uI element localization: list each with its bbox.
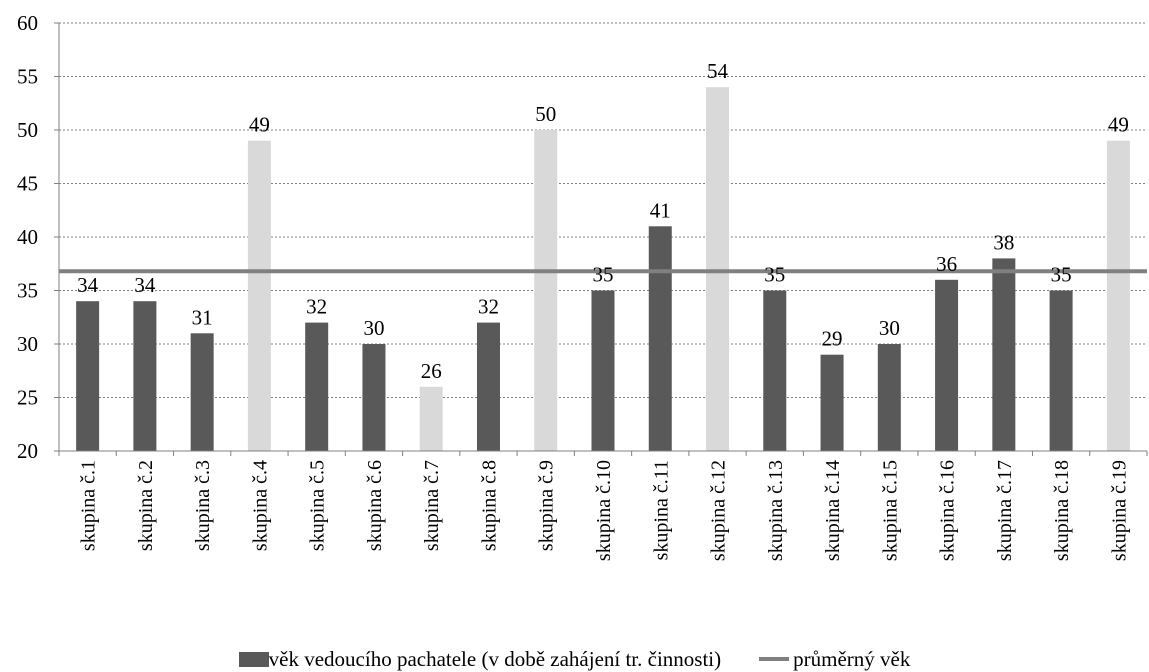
legend-swatch-line [759,657,790,661]
axes [54,22,1148,456]
bar [419,386,443,451]
bar [648,226,672,451]
bar [247,140,271,451]
bar [763,290,787,451]
y-tick-label: 30 [17,332,38,356]
data-label: 34 [77,273,99,297]
bar [305,322,329,451]
legend-item-line: průměrný věk [759,647,910,672]
x-tick-label: skupina č.12 [708,460,730,561]
x-tick-label: skupina č.2 [135,460,157,551]
x-tick-label: skupina č.11 [650,460,672,560]
x-tick-label: skupina č.18 [1051,460,1073,561]
data-label: 35 [1051,263,1072,287]
y-tick-label: 60 [17,11,38,35]
bar [591,290,615,451]
data-label: 49 [1108,113,1129,137]
bar [133,301,157,451]
data-label: 35 [593,263,614,287]
y-tick-label: 50 [17,118,38,142]
bar [76,301,100,451]
data-label: 41 [650,198,671,222]
bar-chart: 20 25 30 35 40 45 50 55 60 34 34 31 49 32 30 26 32 50 35 4… [17,11,1148,561]
x-tick-label: skupina č.13 [765,460,787,561]
data-label: 50 [535,102,556,126]
data-label: 38 [993,230,1014,254]
x-tick-label: skupina č.9 [536,460,558,551]
y-tick-label: 40 [17,225,38,249]
x-tick-label: skupina č.4 [249,460,271,551]
data-label: 30 [879,316,900,340]
bar [706,87,730,451]
data-label: 49 [249,113,270,137]
y-tick-label: 55 [17,65,38,89]
data-label: 54 [707,59,729,83]
data-label: 29 [822,327,843,351]
bar [190,333,214,451]
x-tick-label: skupina č.10 [593,460,615,561]
bar [992,258,1016,451]
bar [362,344,386,451]
x-tick-label: skupina č.3 [192,460,214,551]
legend: věk vedoucího pachatele (v době zahájení… [0,646,1149,672]
legend-item-bars: věk vedoucího pachatele (v době zahájení… [238,646,722,672]
bars [76,87,1130,451]
x-tick-label: skupina č.17 [994,460,1016,561]
bar [877,344,901,451]
x-tick-label: skupina č.7 [421,460,443,551]
data-label: 34 [134,273,156,297]
x-tick-label: skupina č.19 [1108,460,1130,561]
data-label: 35 [764,263,785,287]
x-axis-labels: skupina č.1 skupina č.2 skupina č.3 skupina… [78,460,1131,561]
y-tick-label: 25 [17,386,38,410]
x-tick-label: skupina č.15 [879,460,901,561]
data-label: 32 [306,295,327,319]
data-label: 32 [478,295,499,319]
bar [935,279,959,451]
bar [476,322,500,451]
bar [820,354,844,451]
x-tick-label: skupina č.5 [307,460,329,551]
y-tick-label: 35 [17,279,38,303]
data-label: 26 [421,359,442,383]
data-labels: 34 34 31 49 32 30 26 32 50 35 41 54 35 29 30 36 38 35 49 [77,59,1129,383]
bar [1106,140,1130,451]
x-tick-label: skupina č.16 [937,460,959,561]
data-label: 30 [363,316,384,340]
y-axis-ticks: 20 25 30 35 40 45 50 55 60 [17,11,38,463]
bar [1049,290,1073,451]
legend-label-line: průměrný věk [793,646,911,671]
legend-label-bars: věk vedoucího pachatele (v době zahájení… [268,646,722,671]
x-tick-label: skupina č.1 [78,460,100,551]
x-tick-label: skupina č.8 [478,460,500,551]
y-tick-label: 20 [17,439,38,463]
data-label: 36 [936,252,957,276]
bar [534,130,558,451]
x-tick-label: skupina č.6 [364,460,386,551]
y-tick-label: 45 [17,172,38,196]
legend-swatch-bars [238,651,269,667]
data-label: 31 [192,305,213,329]
x-tick-label: skupina č.14 [822,460,844,561]
